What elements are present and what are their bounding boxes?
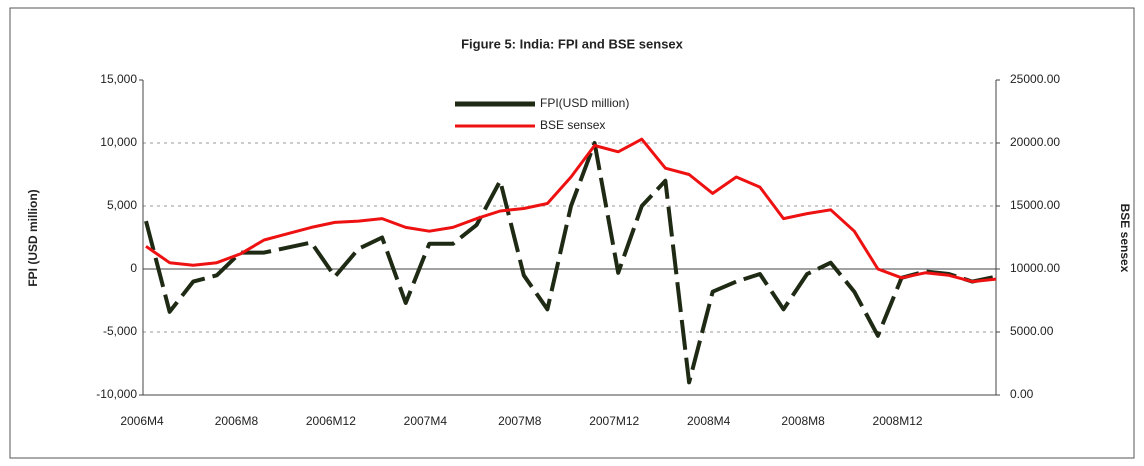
y2-tick-label: 25000.00 [1010, 72, 1060, 86]
y-tick-label: 5,000 [107, 198, 137, 212]
chart-title: Figure 5: India: FPI and BSE sensex [461, 36, 684, 51]
legend-label: BSE sensex [540, 118, 605, 132]
x-tick-label: 2006M4 [120, 414, 164, 428]
x-tick-label: 2008M8 [781, 414, 825, 428]
x-tick-label: 2007M4 [404, 414, 448, 428]
x-tick-label: 2007M12 [589, 414, 639, 428]
y-axis-label: FPI (USD million) [26, 189, 40, 286]
x-tick-label: 2008M4 [687, 414, 731, 428]
y2-axis-label: BSE sensex [1118, 204, 1132, 273]
x-tick-label: 2007M8 [498, 414, 542, 428]
series-line [145, 137, 997, 284]
x-tick-label: 2008M12 [873, 414, 923, 428]
y2-tick-label: 5000.00 [1010, 324, 1054, 338]
x-tick-label: 2006M8 [215, 414, 259, 428]
series-line [144, 141, 997, 385]
chart-frame [9, 7, 1135, 459]
y2-tick-label: 0.00 [1010, 387, 1034, 401]
y2-tick-label: 20000.00 [1010, 135, 1060, 149]
x-tick-label: 2006M12 [306, 414, 356, 428]
y-tick-label: 0 [130, 261, 137, 275]
y-tick-label: 10,000 [100, 135, 137, 149]
y-tick-label: -5,000 [103, 324, 137, 338]
y2-tick-label: 10000.00 [1010, 261, 1060, 275]
y-tick-label: -10,000 [96, 387, 137, 401]
y-tick-label: 15,000 [100, 72, 137, 86]
legend-label: FPI(USD million) [540, 96, 629, 110]
y2-tick-label: 15000.00 [1010, 198, 1060, 212]
